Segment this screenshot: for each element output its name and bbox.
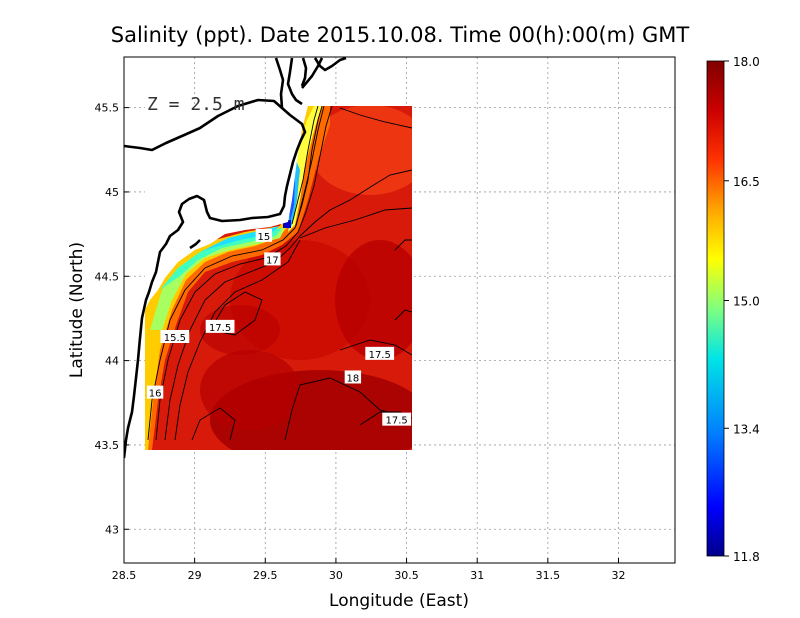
contour-label: 15.5 (160, 329, 190, 344)
contour-label-bg (146, 385, 164, 399)
colorbar-tick-label: 11.8 (733, 550, 760, 564)
y-tick-label: 45.5 (95, 102, 120, 115)
contour-label-bg (205, 319, 235, 333)
contour-label-text: 17.5 (209, 323, 231, 334)
chart-title: Salinity (ppt). Date 2015.10.08. Time 00… (111, 23, 690, 47)
colorbar-ticks: 18.0 16.5 15.0 13.4 11.8 (724, 55, 760, 564)
land-mask (145, 106, 308, 310)
y-tick-label: 44.5 (95, 270, 120, 283)
contour-label: 16 (146, 385, 164, 400)
y-axis-ticks: 43 43.5 44 44.5 45 45.5 (95, 102, 129, 536)
contour-lines (147, 106, 412, 441)
contour-label-text: 17 (266, 255, 279, 266)
y-tick-label: 43.5 (95, 439, 120, 452)
contour-label-text: 17.5 (369, 350, 391, 361)
colorbar (706, 60, 725, 557)
colorbar-tick-label: 16.5 (733, 175, 760, 189)
contour-label: 17.5 (382, 412, 412, 427)
contour-label-text: 15 (258, 232, 271, 243)
contour-label: 17.5 (205, 319, 235, 334)
contour-label-text: 15.5 (164, 333, 186, 344)
y-tick-label: 44 (105, 355, 119, 368)
x-tick-label: 28.5 (112, 569, 137, 582)
contour-label-bg (382, 412, 412, 426)
colorbar-tick-label: 13.4 (733, 422, 760, 436)
contour-label: 18 (344, 370, 362, 384)
contour-labels: 15 17 15.5 17.5 17.5 18 16 17.5 (146, 228, 412, 427)
x-tick-label: 32 (611, 569, 625, 582)
x-axis-title: Longitude (East) (329, 591, 469, 611)
x-tick-label: 31 (470, 569, 484, 582)
y-axis-title: Latitude (North) (67, 242, 87, 378)
contour-label-bg (160, 329, 190, 343)
contour-label: 17.5 (365, 346, 395, 361)
coastline (124, 57, 347, 459)
y-tick-label: 43 (105, 523, 119, 536)
x-tick-label: 29.5 (253, 569, 278, 582)
contour-label-bg (344, 370, 362, 384)
x-tick-label: 30 (329, 569, 343, 582)
contour-label-text: 16 (149, 389, 162, 400)
contour-label: 15 (255, 228, 273, 243)
contour-label-text: 17.5 (386, 416, 408, 427)
contour-label-bg (264, 252, 281, 266)
colorbar-tick-label: 18.0 (733, 55, 760, 69)
x-axis-ticks: 28.5 29 29.5 30 30.5 31 31.5 32 (112, 558, 625, 582)
colorbar-tick-label: 15.0 (733, 295, 760, 309)
x-tick-label: 30.5 (394, 569, 419, 582)
contour-label: 17 (264, 252, 281, 266)
x-tick-label: 29 (188, 569, 202, 582)
plot-frame (123, 56, 676, 564)
contour-label-bg (365, 346, 395, 360)
y-tick-label: 45 (105, 186, 119, 199)
contour-label-text: 18 (347, 373, 360, 384)
x-tick-label: 31.5 (536, 569, 561, 582)
depth-label: Z = 2.5 m (147, 94, 245, 115)
contour-label-bg (255, 228, 273, 242)
